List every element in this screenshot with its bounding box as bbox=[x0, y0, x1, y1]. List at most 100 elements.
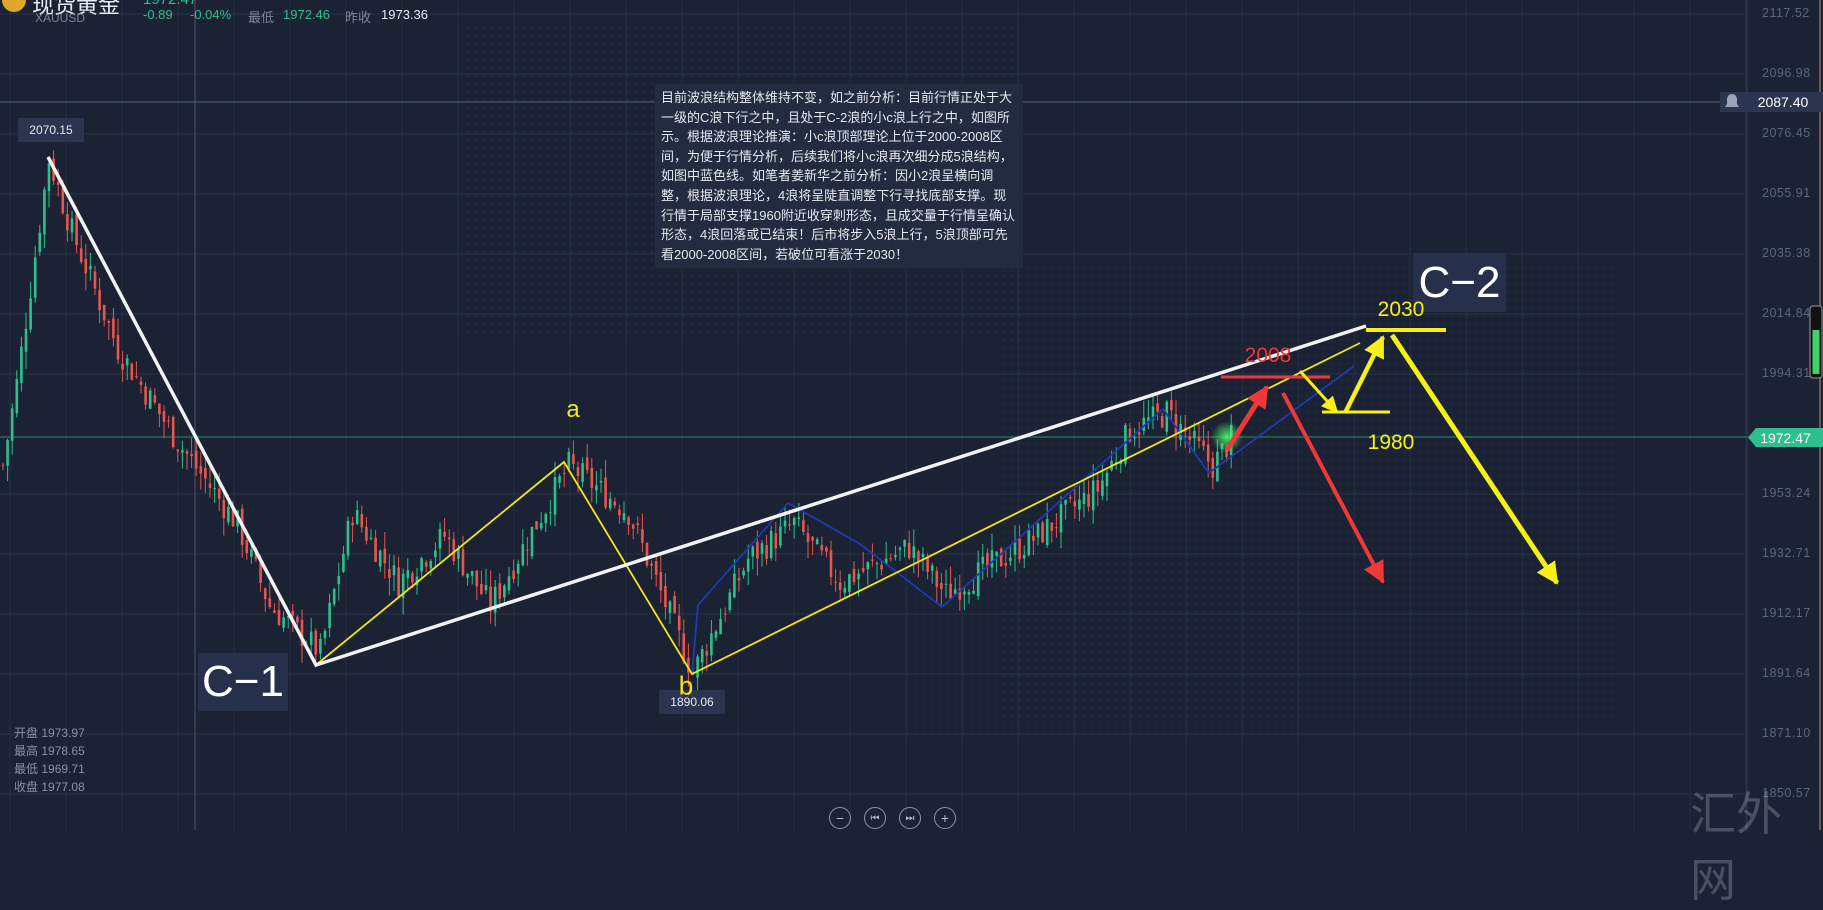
candle-body bbox=[1055, 527, 1058, 529]
candle-body bbox=[986, 552, 989, 567]
candle-body bbox=[544, 513, 548, 524]
candle-body bbox=[1018, 538, 1021, 560]
candle-body bbox=[227, 506, 230, 523]
candle-body bbox=[6, 439, 9, 466]
candle-body bbox=[222, 500, 226, 519]
candle-body bbox=[687, 657, 690, 673]
candle-body bbox=[535, 521, 538, 530]
candle-body bbox=[608, 498, 612, 509]
candle-body bbox=[411, 573, 414, 583]
candle-body bbox=[268, 598, 272, 608]
wave-label-a: a bbox=[566, 396, 580, 423]
candle-body bbox=[838, 582, 842, 590]
candle-body bbox=[792, 517, 796, 526]
candle-body bbox=[144, 386, 147, 405]
candle-body bbox=[664, 586, 667, 608]
ohlc-high-label: 最高 bbox=[14, 744, 39, 758]
candle-body bbox=[659, 571, 663, 591]
candle-body bbox=[10, 408, 14, 441]
candle-body bbox=[553, 477, 557, 515]
candle-body bbox=[700, 648, 704, 663]
candle-body bbox=[733, 573, 736, 598]
candle-body bbox=[139, 381, 143, 385]
scroll-start-button[interactable]: ⏮ bbox=[864, 807, 886, 829]
candle-body bbox=[121, 363, 124, 370]
alert-price-tag[interactable]: 2087.40 bbox=[1743, 92, 1823, 112]
candle-body bbox=[1009, 557, 1012, 562]
candle-body bbox=[388, 569, 391, 579]
candle-body bbox=[1073, 501, 1077, 507]
candle-body bbox=[963, 591, 966, 595]
yellow-up-arrow bbox=[1342, 335, 1386, 415]
candle-body bbox=[783, 520, 787, 527]
target-2008-label: 2008 bbox=[1244, 344, 1292, 367]
zoom-in-button[interactable]: + bbox=[934, 807, 956, 829]
scroll-end-button[interactable]: ⏭ bbox=[899, 807, 921, 829]
candle-body bbox=[282, 617, 285, 628]
candle-body bbox=[981, 556, 985, 564]
candle-body bbox=[815, 539, 819, 545]
candle-body bbox=[56, 182, 60, 185]
candle-body bbox=[466, 573, 469, 578]
candle-body bbox=[1036, 523, 1040, 538]
zoom-out-button[interactable]: − bbox=[829, 807, 851, 829]
candle-body bbox=[1206, 444, 1210, 462]
prev-close-value: 1973.36 bbox=[381, 7, 428, 22]
candle-body bbox=[503, 585, 506, 598]
candle-body bbox=[383, 548, 387, 564]
target-1980-label: 1980 bbox=[1367, 431, 1415, 454]
candle-body bbox=[323, 630, 327, 639]
candle-body bbox=[1170, 399, 1173, 411]
candle-body bbox=[291, 610, 295, 616]
candle-body bbox=[296, 616, 299, 623]
wave-label-c1: C−1 bbox=[198, 653, 288, 711]
candle-body bbox=[1124, 424, 1127, 464]
candle-body bbox=[618, 509, 621, 516]
candle-body bbox=[889, 558, 893, 560]
candle-body bbox=[475, 570, 479, 587]
candle-body bbox=[259, 562, 262, 583]
low-label: 最低 bbox=[248, 10, 275, 25]
candle-body bbox=[1064, 499, 1067, 505]
candle-body bbox=[774, 533, 778, 549]
candle-body bbox=[696, 656, 699, 678]
candle-body bbox=[263, 588, 267, 599]
candle-body bbox=[434, 550, 437, 558]
candle-body bbox=[47, 163, 51, 192]
candle-body bbox=[1091, 480, 1095, 511]
candle-body bbox=[328, 602, 331, 628]
candle-body bbox=[677, 615, 681, 631]
candle-body bbox=[319, 638, 322, 654]
candle-body bbox=[710, 633, 713, 656]
candle-body bbox=[489, 586, 492, 612]
candle-body bbox=[33, 257, 37, 298]
instrument-title: 现货黄金 bbox=[32, 0, 121, 18]
candle-body bbox=[300, 619, 304, 647]
candle-body bbox=[162, 411, 166, 422]
y-tick-label: 2014.84 bbox=[1762, 306, 1811, 320]
current-price-tag: 1972.47 bbox=[1748, 428, 1823, 447]
candle-body bbox=[599, 480, 603, 483]
candle-body bbox=[158, 403, 161, 414]
candle-body bbox=[958, 588, 962, 600]
candle-body bbox=[204, 467, 207, 479]
candle-body bbox=[788, 524, 791, 526]
y-tick-label: 2076.45 bbox=[1762, 126, 1811, 140]
candle-body bbox=[66, 214, 69, 231]
candle-body bbox=[43, 189, 46, 235]
candle-body bbox=[650, 563, 653, 566]
candle-body bbox=[714, 631, 718, 638]
bell-icon[interactable] bbox=[1720, 92, 1744, 112]
candle-body bbox=[38, 232, 42, 252]
ohlc-low-label: 最低 bbox=[14, 762, 39, 776]
y-tick-label: 1891.64 bbox=[1762, 665, 1811, 680]
candle-body bbox=[1193, 430, 1196, 439]
candle-body bbox=[1160, 416, 1164, 428]
candle-body bbox=[1004, 563, 1008, 566]
candle-body bbox=[636, 523, 640, 526]
candle-body bbox=[576, 466, 580, 476]
candle-body bbox=[493, 586, 497, 613]
candle-body bbox=[176, 449, 180, 452]
candle-body bbox=[1142, 417, 1146, 431]
candle-body bbox=[595, 485, 598, 491]
